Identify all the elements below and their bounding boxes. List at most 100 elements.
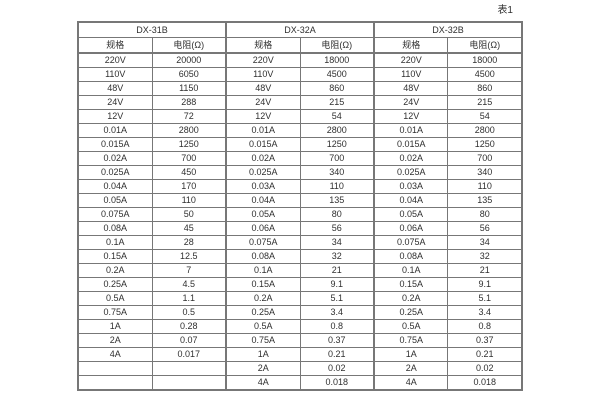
table-cell: 0.07 (151, 333, 227, 348)
table-cell: 45 (151, 221, 227, 236)
table-cell: 50 (151, 207, 227, 222)
table-cell: 34 (447, 235, 524, 250)
table-cell: 135 (299, 193, 375, 208)
table-cell: 0.02A (225, 151, 301, 166)
table-cell: 0.04A (373, 193, 449, 208)
table-cell: 0.2A (77, 263, 153, 278)
table-cell: 0.21 (299, 347, 375, 362)
table-row: 0.75A 0.5 0.25A 3.4 0.25A 3.4 (77, 305, 524, 320)
table-row: 0.01A 2800 0.01A 2800 0.01A 2800 (77, 123, 524, 138)
table-cell: 110 (299, 179, 375, 194)
table-cell: 4A (225, 375, 301, 391)
table-cell: 48V (77, 81, 153, 96)
group-header-row: DX-31B DX-32A DX-32B (77, 21, 523, 38)
table-cell: 0.8 (299, 319, 375, 334)
table-cell: 0.025A (77, 165, 153, 180)
table-row: 12V 72 12V 54 12V 54 (77, 109, 524, 124)
table-row: 0.5A 1.1 0.2A 5.1 0.2A 5.1 (77, 291, 524, 306)
table-cell: 288 (151, 95, 227, 110)
table-cell: 34 (299, 235, 375, 250)
table-cell: 110 (151, 193, 227, 208)
table-cell: 0.018 (447, 375, 524, 391)
table-cell: 4A (373, 375, 449, 391)
table-cell: 0.01A (77, 123, 153, 138)
column-header-resistance: 电阻(Ω) (151, 37, 227, 54)
table-cell: 700 (151, 151, 227, 166)
table-cell: 0.06A (225, 221, 301, 236)
table-cell: 28 (151, 235, 227, 250)
table-cell: 0.01A (373, 123, 449, 138)
table-cell: 12V (373, 109, 449, 124)
table-cell: 5.1 (299, 291, 375, 306)
table-body: 220V 20000 220V 18000 220V 18000 110V 6050 110V 4… (77, 52, 524, 391)
column-header-spec: 规格 (77, 37, 153, 54)
table-cell: 1250 (447, 137, 524, 152)
table-row: 110V 6050 110V 4500 110V 4500 (77, 67, 524, 82)
table-cell: 32 (299, 249, 375, 264)
table-cell: 0.01A (225, 123, 301, 138)
table-cell (151, 361, 227, 376)
table-row: 0.08A 45 0.06A 56 0.06A 56 (77, 221, 524, 236)
table-cell: 24V (225, 95, 301, 110)
table-cell: 0.37 (299, 333, 375, 348)
table-cell: 0.04A (225, 193, 301, 208)
table-cell: 54 (299, 109, 375, 124)
table-cell: 0.2A (225, 291, 301, 306)
table-cell: 1250 (151, 137, 227, 152)
table-row: 2A 0.07 0.75A 0.37 0.75A 0.37 (77, 333, 524, 348)
table-cell: 220V (77, 52, 153, 68)
table-cell: 0.015A (373, 137, 449, 152)
table-cell: 21 (447, 263, 524, 278)
table-cell: 2A (77, 333, 153, 348)
table-cell: 2A (225, 361, 301, 376)
table-cell: 2A (373, 361, 449, 376)
table-cell: 0.08A (77, 221, 153, 236)
group-header-dx31b: DX-31B (77, 21, 227, 38)
table-cell: 860 (447, 81, 524, 96)
table-cell: 12.5 (151, 249, 227, 264)
table-cell: 135 (447, 193, 524, 208)
table-cell: 0.1A (373, 263, 449, 278)
table-cell: 0.015A (225, 137, 301, 152)
table-row: 0.025A 450 0.025A 340 0.025A 340 (77, 165, 524, 180)
table-cell: 56 (299, 221, 375, 236)
table-row: 48V 1150 48V 860 48V 860 (77, 81, 524, 96)
table-cell: 0.015A (77, 137, 153, 152)
table-cell: 0.025A (373, 165, 449, 180)
table-cell: 0.04A (77, 179, 153, 194)
table-cell: 1250 (299, 137, 375, 152)
table-cell: 1A (373, 347, 449, 362)
table-row: 4A 0.017 1A 0.21 1A 0.21 (77, 347, 524, 362)
table-cell: 0.018 (299, 375, 375, 391)
table-cell: 12V (225, 109, 301, 124)
table-cell: 7 (151, 263, 227, 278)
column-header-spec: 规格 (225, 37, 301, 54)
table-cell (77, 361, 153, 376)
table-cell: 80 (447, 207, 524, 222)
table-cell: 0.28 (151, 319, 227, 334)
table-cell (151, 375, 227, 391)
table-cell: 110V (373, 67, 449, 82)
table-cell: 0.5 (151, 305, 227, 320)
table-cell: 1.1 (151, 291, 227, 306)
table-cell: 1A (77, 319, 153, 334)
table-row: 0.2A 7 0.1A 21 0.1A 21 (77, 263, 524, 278)
table-cell: 0.02 (447, 361, 524, 376)
table-cell: 0.5A (77, 291, 153, 306)
table-head: DX-31B DX-32A DX-32B 规格 电阻(Ω) 规格 电阻(Ω) 规… (77, 21, 524, 54)
table-caption: 表1 (497, 5, 513, 16)
table-row: 0.04A 170 0.03A 110 0.03A 110 (77, 179, 524, 194)
table-row: 24V 288 24V 215 24V 215 (77, 95, 524, 110)
table-cell: 220V (373, 52, 449, 68)
table-cell: 220V (225, 52, 301, 68)
table-cell: 0.5A (373, 319, 449, 334)
table-cell: 2800 (447, 123, 524, 138)
table-cell: 0.1A (225, 263, 301, 278)
table-cell: 18000 (299, 52, 375, 68)
table-cell: 80 (299, 207, 375, 222)
table-cell: 2800 (151, 123, 227, 138)
table-cell: 170 (151, 179, 227, 194)
table-cell: 0.075A (225, 235, 301, 250)
table-cell: 56 (447, 221, 524, 236)
